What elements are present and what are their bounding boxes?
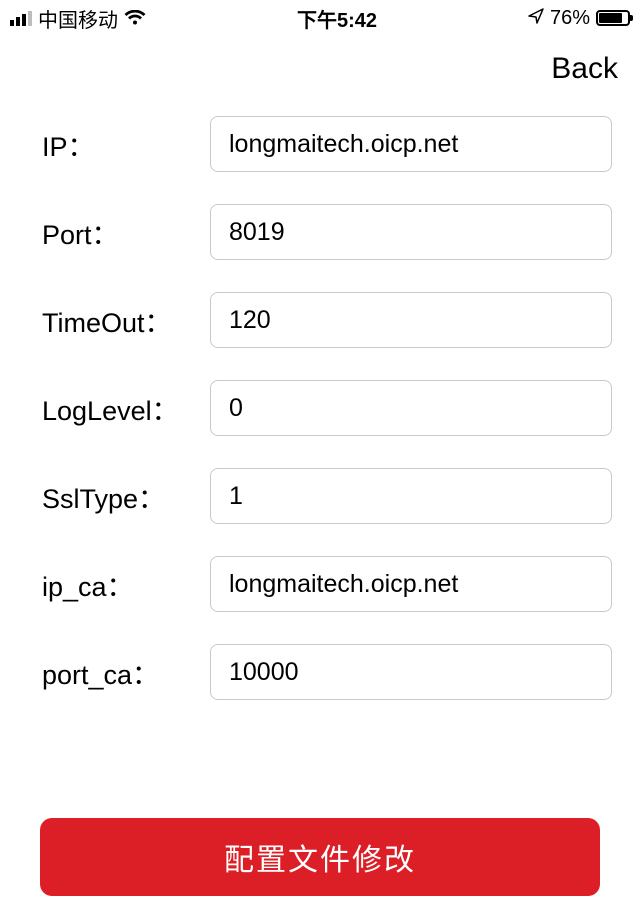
row-ssltype: SslType： [42, 468, 612, 524]
battery-percent: 76% [550, 7, 590, 30]
row-port-ca: port_ca： [42, 644, 612, 700]
label-port-ca: port_ca： [42, 653, 210, 692]
label-timeout: TimeOut： [42, 301, 210, 340]
input-ssltype[interactable] [210, 468, 612, 524]
row-ip-ca: ip_ca： [42, 556, 612, 612]
input-port[interactable] [210, 204, 612, 260]
location-icon [528, 7, 544, 30]
row-ip: IP： [42, 116, 612, 172]
submit-area: 配置文件修改 [0, 818, 640, 896]
wifi-icon [124, 10, 146, 26]
status-left: 中国移动 [10, 4, 146, 33]
clock: 下午5:42 [297, 4, 377, 33]
config-form: IP： Port： TimeOut： LogLevel： SslType： ip… [0, 86, 640, 700]
row-port: Port： [42, 204, 612, 260]
label-port: Port： [42, 213, 210, 252]
label-loglevel: LogLevel： [42, 389, 210, 428]
input-loglevel[interactable] [210, 380, 612, 436]
status-right: 76% [528, 7, 630, 30]
input-port-ca[interactable] [210, 644, 612, 700]
signal-icon [10, 11, 32, 26]
battery-icon [596, 10, 630, 26]
input-ip[interactable] [210, 116, 612, 172]
row-loglevel: LogLevel： [42, 380, 612, 436]
input-ip-ca[interactable] [210, 556, 612, 612]
label-ssltype: SslType： [42, 477, 210, 516]
status-bar: 中国移动 下午5:42 76% [0, 0, 640, 36]
row-timeout: TimeOut： [42, 292, 612, 348]
carrier-label: 中国移动 [38, 4, 118, 33]
input-timeout[interactable] [210, 292, 612, 348]
submit-button[interactable]: 配置文件修改 [40, 818, 600, 896]
label-ip: IP： [42, 125, 210, 164]
back-button[interactable]: Back [551, 52, 618, 86]
label-ip-ca: ip_ca： [42, 565, 210, 604]
nav-bar: Back [0, 36, 640, 86]
